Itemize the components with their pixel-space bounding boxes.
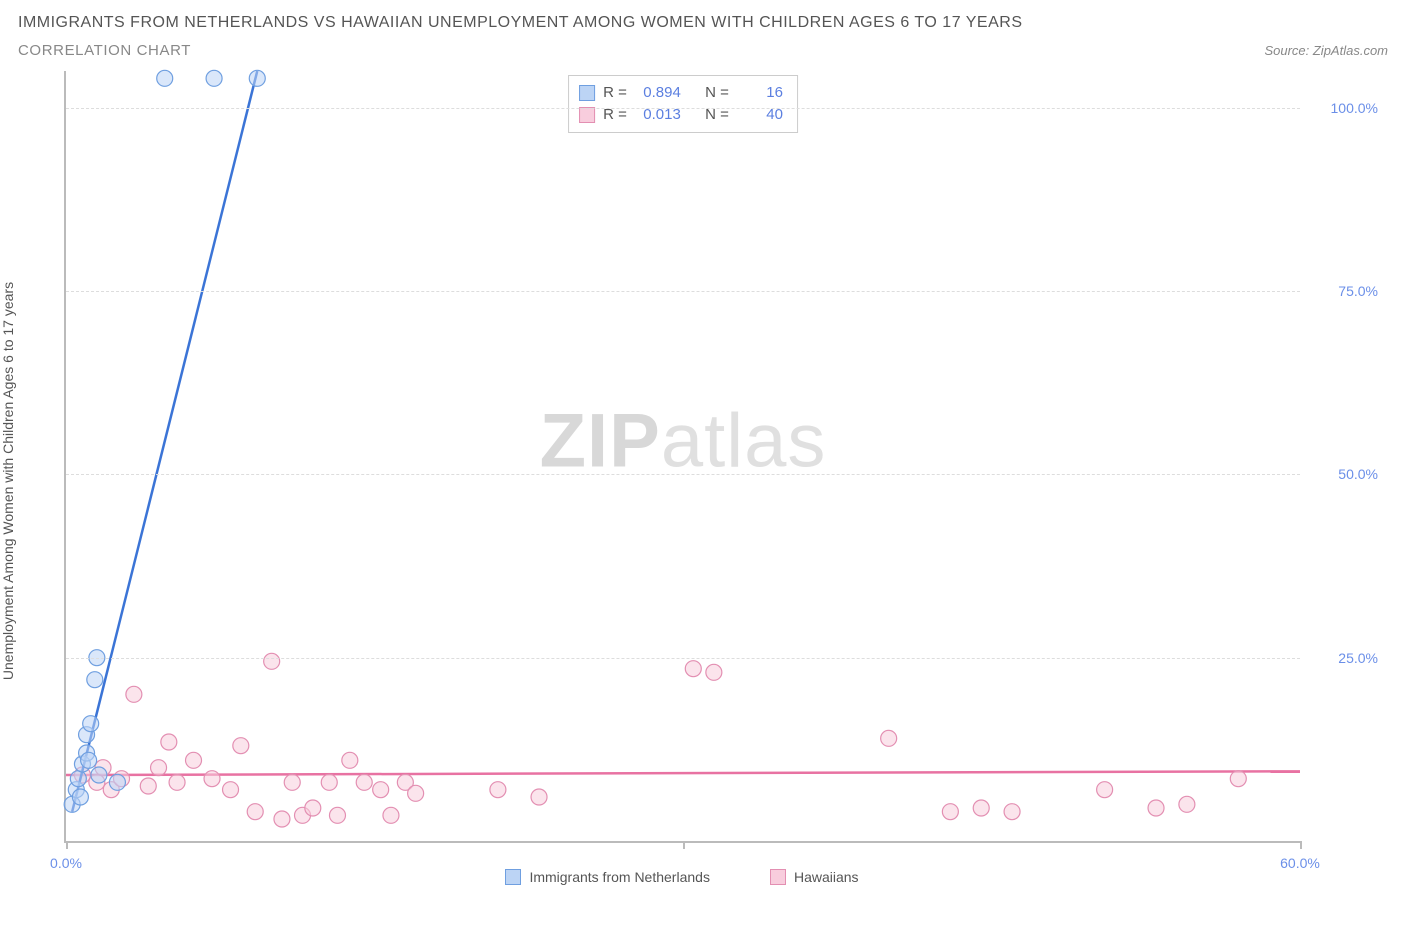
legend-item-series2: Hawaiians bbox=[770, 869, 859, 885]
subtitle-row: CORRELATION CHART Source: ZipAtlas.com bbox=[18, 42, 1388, 59]
legend-item-series1: Immigrants from Netherlands bbox=[505, 869, 710, 885]
scatter-svg bbox=[66, 71, 1300, 841]
y-tick-label: 100.0% bbox=[1331, 100, 1378, 116]
bottom-legend: Immigrants from Netherlands Hawaiians bbox=[64, 869, 1300, 885]
chart-stage: Unemployment Among Women with Children A… bbox=[18, 71, 1388, 891]
stats-row-series1: R = 0.894 N = 16 bbox=[579, 82, 783, 104]
swatch-series2-icon bbox=[770, 869, 786, 885]
y-axis-label: Unemployment Among Women with Children A… bbox=[0, 282, 16, 680]
stats-box: R = 0.894 N = 16 R = 0.013 N = 40 bbox=[568, 75, 798, 133]
swatch-series1 bbox=[579, 85, 595, 101]
page-title: IMMIGRANTS FROM NETHERLANDS VS HAWAIIAN … bbox=[18, 14, 1388, 32]
swatch-series2 bbox=[579, 107, 595, 123]
plot-area: ZIPatlas R = 0.894 N = 16 R = 0.013 N = … bbox=[64, 71, 1300, 843]
swatch-series1-icon bbox=[505, 869, 521, 885]
y-tick-label: 75.0% bbox=[1338, 283, 1378, 299]
y-tick-label: 50.0% bbox=[1338, 466, 1378, 482]
y-tick-label: 25.0% bbox=[1338, 650, 1378, 666]
source-credit: Source: ZipAtlas.com bbox=[1264, 43, 1388, 58]
chart-subtitle: CORRELATION CHART bbox=[18, 42, 191, 59]
